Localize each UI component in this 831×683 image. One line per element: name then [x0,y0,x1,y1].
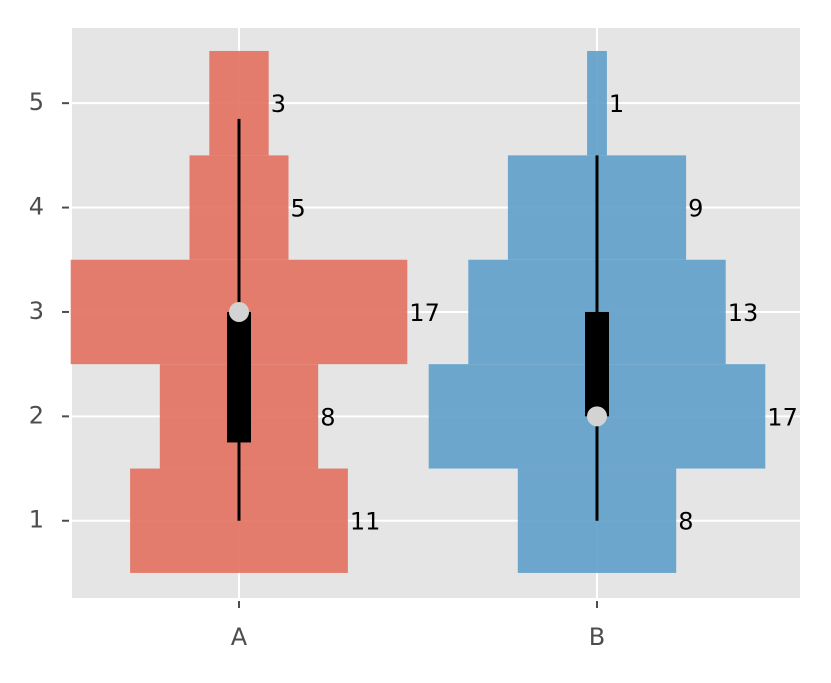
count-label: 8 [320,403,335,431]
count-label: 17 [767,403,798,431]
box [227,311,251,443]
y-tick-label: 1 [29,506,44,534]
count-label: 5 [291,195,306,223]
y-tick-label: 3 [29,297,44,325]
x-tick-label: A [231,623,248,651]
median [229,301,249,322]
x-tick-label: B [589,623,605,651]
count-label: 3 [271,90,286,118]
count-label: 8 [678,508,693,536]
y-tick-label: 4 [29,193,44,221]
count-label: 13 [728,299,759,327]
count-label: 9 [688,195,703,223]
y-tick-label: 5 [29,88,44,116]
bar [587,50,607,156]
box [585,311,609,417]
count-label: 1 [609,90,624,118]
y-tick-label: 2 [29,401,44,429]
count-label: 11 [350,508,381,536]
median [587,406,607,427]
count-label: 17 [409,299,440,327]
